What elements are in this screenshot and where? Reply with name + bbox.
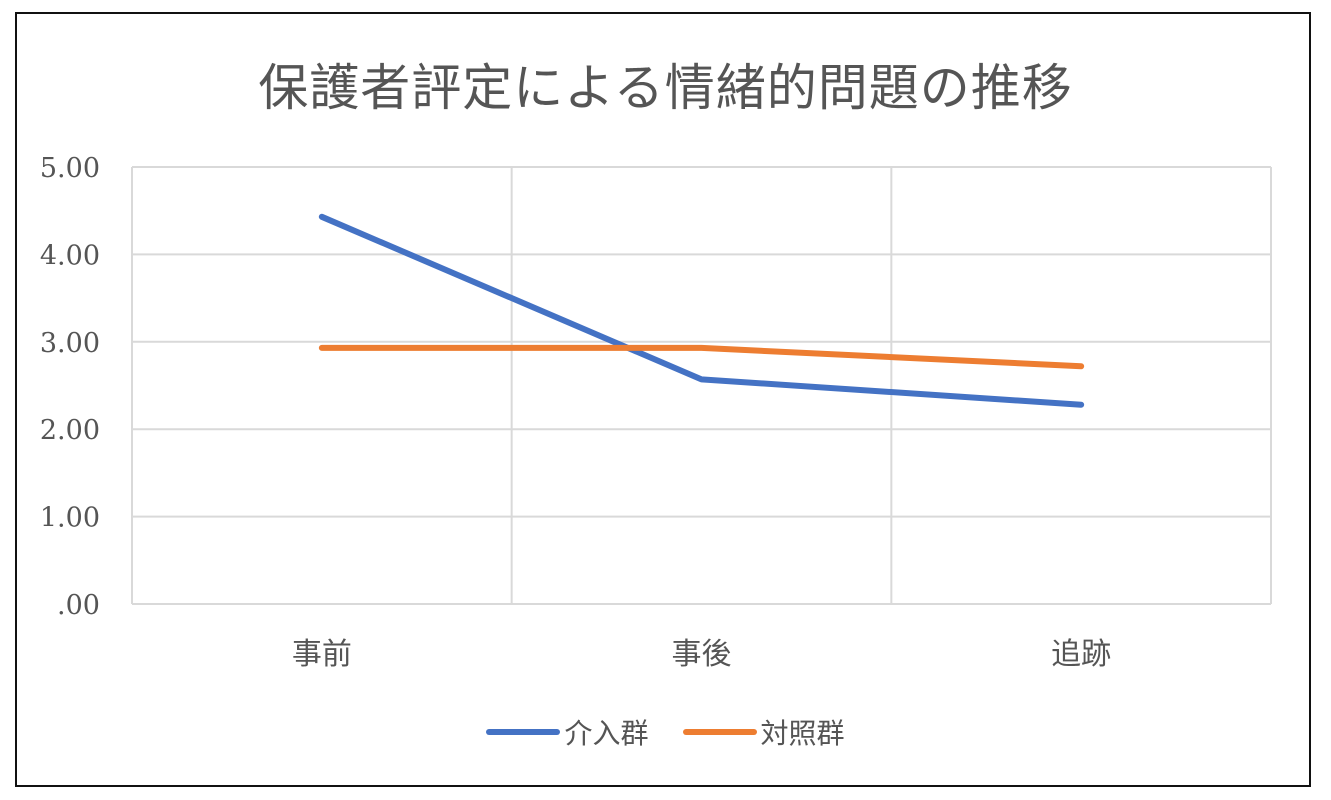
series-line-1 xyxy=(318,213,1085,408)
y-tick-label: 1.00 xyxy=(40,503,100,534)
y-tick-label: 5.00 xyxy=(40,153,100,184)
legend-item-1: 介入群 xyxy=(486,712,649,752)
y-tick-label: 4.00 xyxy=(40,240,100,271)
legend-item-2: 対照群 xyxy=(682,712,845,752)
chart-frame xyxy=(15,12,1311,787)
series-line-2 xyxy=(318,344,1085,370)
y-tick-label: .00 xyxy=(57,590,100,621)
y-tick-label: 2.00 xyxy=(40,415,100,446)
chart-legend: 介入群 対照群 xyxy=(0,712,1331,752)
legend-label: 対照群 xyxy=(760,717,845,750)
legend-swatch xyxy=(682,729,757,735)
chart-title: 保護者評定による情緒的問題の推移 xyxy=(258,59,1073,117)
y-tick-label: 3.00 xyxy=(40,328,100,359)
x-tick-label: 事前 xyxy=(292,637,352,672)
x-tick-label: 追跡 xyxy=(1051,637,1111,672)
x-tick-label: 事後 xyxy=(672,637,732,672)
legend-label: 介入群 xyxy=(564,717,649,750)
legend-swatch xyxy=(486,729,561,735)
